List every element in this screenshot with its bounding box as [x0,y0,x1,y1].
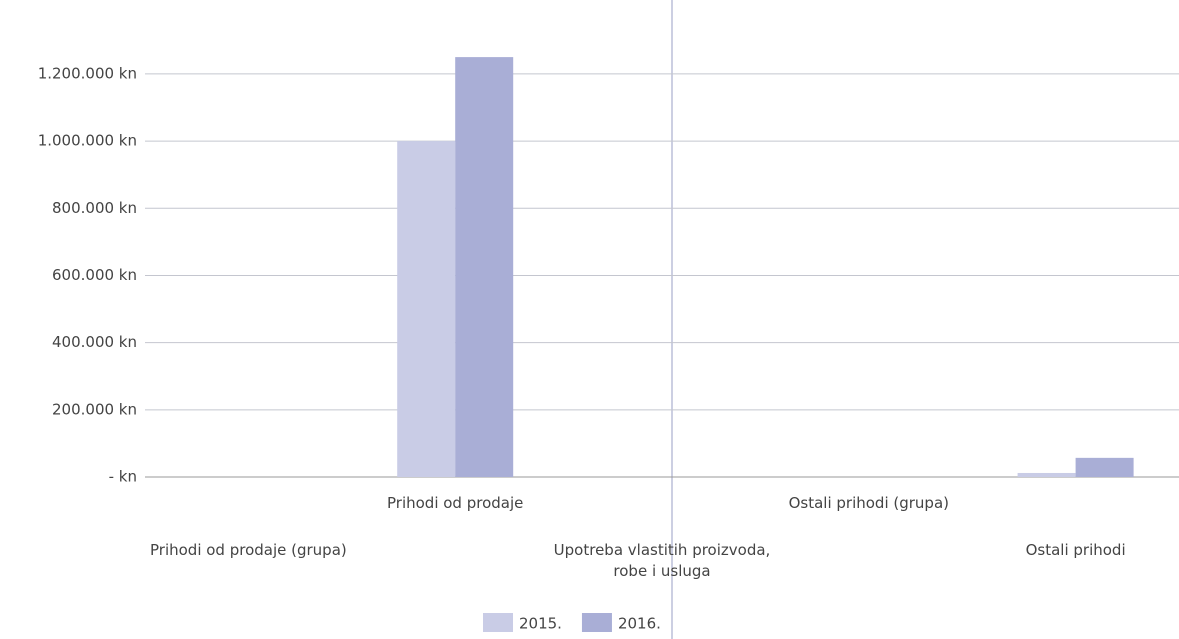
y-tick-label: 400.000 kn [52,333,137,351]
x-tick-label: Prihodi od prodaje [387,494,524,512]
x-tick-label: Prihodi od prodaje (grupa) [150,541,347,559]
legend-swatch [483,613,513,632]
x-tick-label: Upotreba vlastitih proizvoda, robe i usl… [553,541,771,580]
legend-label: 2016. [618,615,661,633]
legend-label: 2015. [519,615,562,633]
y-tick-label: 200.000 kn [52,400,137,418]
bar [397,141,456,477]
bar [455,57,514,478]
y-tick-label: 1.200.000 kn [38,64,137,82]
bar [1075,457,1134,477]
y-tick-label: 600.000 kn [52,266,137,284]
legend-swatch [581,613,612,632]
x-tick-label: Ostali prihodi (grupa) [788,494,949,512]
y-tick-label: - kn [109,468,137,486]
y-tick-label: 800.000 kn [52,199,137,217]
x-tick-label: Ostali prihodi [1025,541,1126,559]
bar [1017,472,1076,477]
y-tick-label: 1.000.000 kn [38,132,137,150]
